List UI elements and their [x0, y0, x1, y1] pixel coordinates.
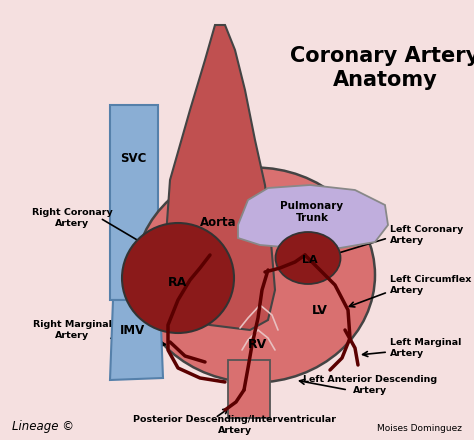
Bar — [110, 105, 158, 300]
Text: IMV: IMV — [120, 323, 146, 337]
Text: LV: LV — [312, 304, 328, 316]
Text: Left Circumflex
Artery: Left Circumflex Artery — [390, 275, 471, 295]
Text: Posterior Descending/Interventricular
Artery: Posterior Descending/Interventricular Ar… — [134, 415, 337, 435]
Text: Left Marginal
Artery: Left Marginal Artery — [390, 338, 461, 358]
Text: Coronary Artery
Anatomy: Coronary Artery Anatomy — [291, 46, 474, 90]
Text: Left Anterior Descending
Artery: Left Anterior Descending Artery — [303, 375, 437, 395]
Text: Moises Dominguez: Moises Dominguez — [377, 424, 462, 433]
Text: RV: RV — [248, 338, 268, 352]
Polygon shape — [165, 25, 275, 330]
Ellipse shape — [122, 223, 234, 333]
Text: RA: RA — [168, 275, 188, 289]
Polygon shape — [110, 300, 163, 380]
Text: Aorta: Aorta — [200, 216, 237, 228]
Text: LA: LA — [302, 255, 318, 265]
Bar — [228, 360, 270, 418]
Text: Right Coronary
Artery: Right Coronary Artery — [32, 208, 112, 227]
Text: Left Coronary
Artery: Left Coronary Artery — [390, 225, 463, 245]
Text: SVC: SVC — [120, 151, 146, 165]
Text: Pulmonary
Trunk: Pulmonary Trunk — [281, 201, 344, 223]
Ellipse shape — [275, 232, 340, 284]
Polygon shape — [238, 185, 388, 248]
Ellipse shape — [135, 168, 375, 382]
Text: Lineage ©: Lineage © — [12, 420, 74, 433]
Text: Right Marginal
Artery: Right Marginal Artery — [33, 320, 111, 340]
